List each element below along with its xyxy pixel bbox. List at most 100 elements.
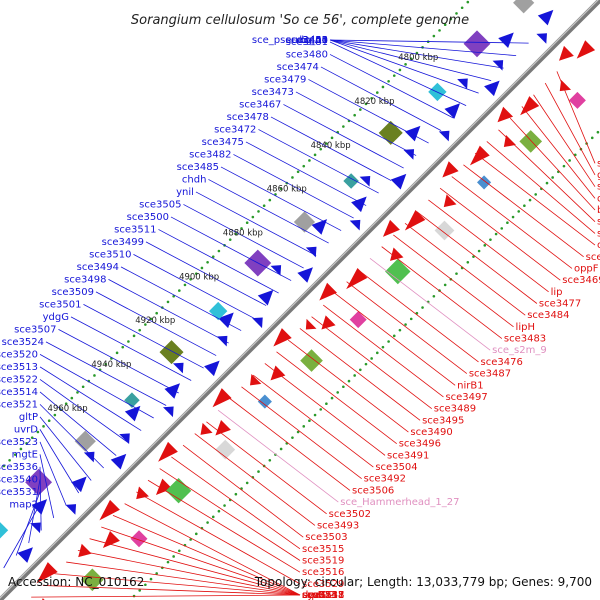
tick-dot [449,17,453,21]
kbp-tick-label: 4920 kbp [135,316,175,326]
reverse-gene-label: sce3487 [469,369,511,380]
leader-line [498,129,596,223]
tick-dot [149,317,153,321]
tick-dot [325,402,328,406]
topology-summary: Topology: circular; Length: 13,033,779 b… [254,575,592,589]
tick-dot [375,91,379,94]
reverse-gene-label: sce3529 [302,579,344,590]
leader-line [369,257,491,351]
leader-line [77,549,301,596]
forward-gene-label: sce_pseudo_03 [252,35,328,46]
tick-dot [359,108,362,111]
reverse-gene-arrow [78,543,92,558]
leader-line [39,404,104,469]
kbp-tick-label: 4800 kbp [398,53,438,63]
tick-dot [387,340,390,343]
leader-line [108,279,229,344]
tick-dot [347,379,351,383]
tick-dot [590,136,594,140]
leader-line [393,234,514,328]
reverse-gene-arrow [273,328,292,347]
reverse-gene-arrow [250,374,262,386]
leader-line [66,561,301,596]
leader-line [112,514,301,596]
tick-dot [562,164,566,168]
forward-gene-label: uvrD [14,424,38,435]
reverse-gene-arrow [158,441,178,462]
kbp-tick-label: 4960 kbp [48,404,88,414]
tick-dot [404,63,407,66]
reverse-gene-arrow [559,45,574,61]
tick-dot [149,577,153,581]
tick-dot [53,413,57,417]
tick-dot [443,23,447,27]
tick-dot [421,306,424,309]
forward-gene-label: sce3514 [0,387,38,398]
reverse-gene-arrow [36,562,58,584]
feature-block [159,340,184,365]
tick-dot [568,159,571,162]
kbp-tick-label: 4820 kbp [354,97,394,107]
tick-dot [313,153,317,157]
tick-dot [375,351,379,355]
forward-gene-label: chdh [182,174,207,185]
leader-line [451,176,573,269]
tick-dot [268,458,272,462]
reverse-gene-label: qor2 [597,193,600,204]
reverse-gene-label: sce3468 [586,252,600,263]
label-leader-lines [3,39,596,598]
forward-gene-label: ynil [176,187,194,198]
feature-block [349,311,367,329]
accession-text: Accession: NC_010162 [8,575,144,589]
tick-dot [483,244,487,247]
tick-dot [262,204,266,208]
reverse-gene-arrow [442,161,459,178]
leader-line [194,433,316,526]
leader-line [474,152,596,246]
feature-block [476,175,492,190]
reverse-gene-label: sce3453 [597,158,600,169]
tick-dot [353,113,356,117]
reverse-gene-label: sce3548 [302,590,344,600]
leader-line [159,468,301,561]
tick-dot [2,464,6,468]
tick-dot [115,351,119,355]
tick-dot [206,521,209,524]
reverse-gene-arrow [319,282,337,301]
reverse-gene-label: cysK2 [302,590,332,600]
reverse-gene-label: sce3493 [317,520,359,531]
tick-dot [81,385,85,389]
leader-line [170,216,292,281]
tick-dot [291,176,294,179]
forward-gene-arrow [163,406,174,418]
leader-line [311,316,433,409]
tick-dot [223,504,226,507]
forward-gene-label: sce3522 [0,374,38,385]
reverse-gene-arrow [390,247,404,261]
tick-dot [325,142,328,145]
tick-dot [573,153,577,157]
forward-gene-arrow [536,33,547,44]
tick-dot [166,560,170,564]
tick-dot [353,374,356,377]
leader-line [229,398,351,491]
forward-gene-label: sce3475 [202,137,244,148]
leader-line [295,91,417,156]
tick-dot [47,419,51,422]
reverse-gene-label: sce3492 [364,474,406,485]
leader-line [320,66,442,131]
reverse-gene-arrow [443,194,457,208]
kbp-tick-label: 4840 kbp [311,141,351,151]
forward-gene-arrow [17,547,33,563]
reverse-gene-label: srpH1 [302,590,332,600]
reverse-gene-arrow [321,315,336,330]
leader-line [3,504,41,569]
kbp-tick-label: 4880 kbp [223,228,263,238]
feature-block [74,430,96,452]
leader-line [42,585,301,596]
feature-block [257,394,272,409]
leader-line [183,204,304,269]
leader-line [346,281,468,374]
tick-dot [194,272,198,275]
